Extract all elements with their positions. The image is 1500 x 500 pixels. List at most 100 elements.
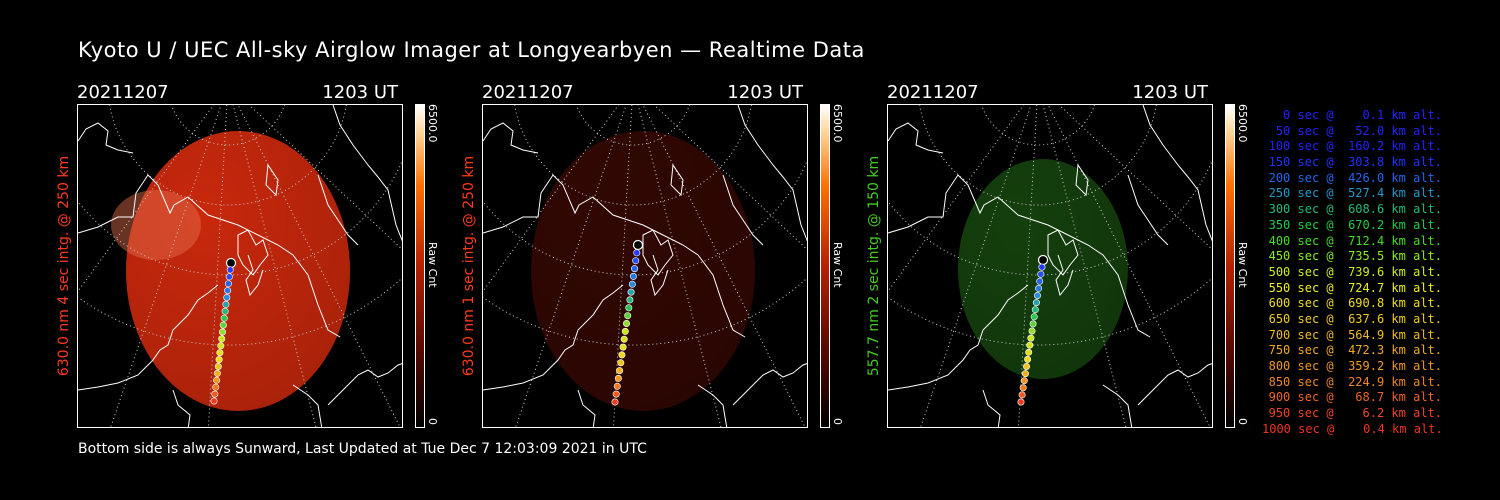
track-dot [217, 342, 225, 350]
track-dot [1029, 320, 1037, 328]
panel-2-colorbar-min: 0 [831, 418, 844, 425]
track-dot [225, 257, 237, 269]
coastline [888, 122, 944, 154]
track-dot [223, 294, 231, 302]
panel-1-colorbar-max: 6500.0 [426, 104, 439, 143]
track-dot [1024, 355, 1032, 363]
coastline [1102, 384, 1133, 427]
panel-3-colorbar [1225, 104, 1235, 428]
coastline [172, 389, 191, 427]
track-dot [621, 327, 629, 335]
airglow-disk [126, 131, 350, 411]
panel-2-image [482, 104, 808, 428]
bright-patch [111, 190, 201, 260]
coastline [732, 363, 807, 406]
legend-row: 200 sec @ 426.0 km alt. [1268, 170, 1442, 185]
track-dot [1037, 270, 1045, 278]
track-dot [1020, 377, 1028, 385]
panel-2-colorbar-max: 6500.0 [831, 104, 844, 143]
coastline [1142, 105, 1212, 242]
track-dot [224, 280, 232, 288]
track-dot [624, 312, 632, 320]
track-dot [620, 335, 628, 343]
legend-row: 300 sec @ 608.6 km alt. [1268, 202, 1442, 217]
coastline [1055, 254, 1074, 297]
coastline [1047, 229, 1079, 276]
track-dot [1021, 370, 1029, 378]
coastline [697, 384, 728, 427]
legend-row: 750 sec @ 472.3 km alt. [1268, 343, 1442, 358]
track-dot [627, 288, 635, 296]
coastline [327, 363, 402, 406]
track-dot [1023, 362, 1031, 370]
coastline [245, 254, 264, 297]
track-dot [628, 280, 636, 288]
track-dot [1028, 327, 1036, 335]
altitude-legend: 0 sec @ 0.1 km alt. 50 sec @ 52.0 km alt.… [1262, 108, 1443, 437]
legend-row: 800 sec @ 359.2 km alt. [1268, 359, 1442, 373]
legend-row: 400 sec @ 712.4 km alt. [1268, 233, 1442, 248]
track-dot [210, 397, 218, 405]
coastline [577, 389, 596, 427]
coastline [78, 284, 219, 391]
track-dot [1018, 391, 1026, 399]
track-dot [625, 304, 633, 312]
track-dot [226, 266, 234, 274]
panel-2-colorbar-label: Raw Cnt [831, 242, 844, 288]
panel-3-colorbar-max: 6500.0 [1236, 104, 1249, 143]
legend-row: 850 sec @ 224.9 km alt. [1268, 374, 1442, 389]
panel-1-time: 1203 UT [322, 82, 398, 103]
legend-row: 900 sec @ 68.7 km alt. [1268, 390, 1442, 405]
legend-row: 950 sec @ 6.2 km alt. [1268, 406, 1442, 421]
track-dot [1030, 313, 1038, 321]
panel-2-colorbar [820, 104, 830, 428]
track-dot [219, 321, 227, 329]
track-dot [1036, 277, 1044, 285]
coastline [317, 174, 359, 246]
panel-1-image [77, 104, 403, 428]
track-dot [1034, 292, 1042, 300]
track-dot [1019, 384, 1027, 392]
track-dot [222, 300, 230, 308]
allsky-map-1 [78, 105, 402, 427]
track-dot [1032, 299, 1040, 307]
coastline [483, 284, 624, 391]
legend-row: 650 sec @ 637.6 km alt. [1268, 311, 1442, 326]
legend-row: 1000 sec @ 0.4 km alt. [1262, 421, 1443, 436]
panel-1-colorbar-min: 0 [426, 418, 439, 425]
track-dot [211, 390, 219, 398]
legend-row: 700 sec @ 564.9 km alt. [1268, 327, 1442, 342]
track-dot [616, 367, 624, 375]
track-dot [629, 272, 637, 280]
track-dot [617, 359, 625, 367]
track-dot [1037, 254, 1049, 266]
track-dot [1031, 306, 1039, 314]
panel-3-colorbar-label: Raw Cnt [1236, 242, 1249, 288]
track-dot [613, 382, 621, 390]
track-dot [219, 328, 227, 336]
legend-row: 500 sec @ 739.6 km alt. [1268, 264, 1442, 279]
legend-row: 50 sec @ 52.0 km alt. [1275, 123, 1442, 138]
coastline [1137, 363, 1212, 406]
track-dot [618, 351, 626, 359]
coastline [722, 174, 764, 246]
track-dot [611, 398, 619, 406]
coastline [332, 105, 402, 242]
panel-3-time: 1203 UT [1132, 82, 1208, 103]
footer-note: Bottom side is always Sunward, Last Upda… [78, 441, 647, 457]
allsky-map-3 [888, 105, 1212, 427]
page-title: Kyoto U / UEC All-sky Airglow Imager at … [78, 38, 865, 62]
track-dot [216, 349, 224, 357]
track-dot [221, 307, 229, 315]
track-dot [218, 335, 226, 343]
coastline [483, 122, 539, 154]
track-dot [224, 287, 232, 295]
track-dot [225, 273, 233, 281]
track-dot [632, 257, 640, 265]
track-dot [220, 314, 228, 322]
track-dot [1038, 263, 1046, 271]
track-dot [213, 376, 221, 384]
panel-3-image [887, 104, 1213, 428]
coastline [78, 122, 134, 154]
track-dot [1035, 284, 1043, 292]
